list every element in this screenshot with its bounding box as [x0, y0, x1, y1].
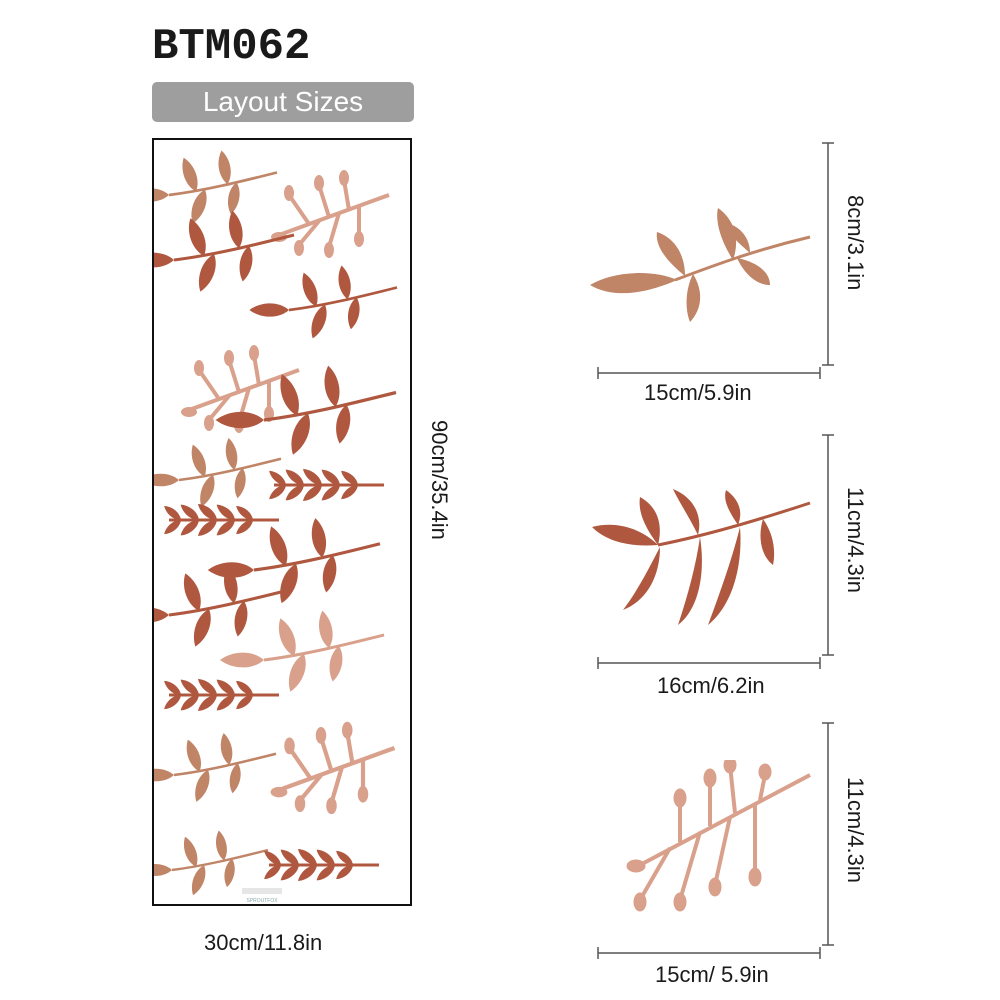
item-3-height-label: 11cm/4.3in	[843, 777, 868, 883]
berry-sprig-figure	[626, 760, 811, 912]
layout-sizes-badge: Layout Sizes	[152, 82, 414, 122]
brand-mark: SPROUTFOX	[246, 898, 278, 904]
item-2-height-label: 11cm/4.3in	[843, 487, 868, 593]
item-2-width-label: 16cm/6.2in	[657, 673, 765, 698]
item-1-width-label: 15cm/5.9in	[644, 380, 752, 405]
leaf-sprig-2-figure	[592, 489, 811, 625]
sheet-width-label: 30cm/11.8in	[204, 930, 323, 955]
sheet-leaves-artwork: SPROUTFOX	[154, 140, 410, 904]
decal-sheet-preview: SPROUTFOX	[152, 138, 412, 906]
item-1-height-label: 8cm/3.1in	[843, 195, 868, 291]
product-code-title: BTM062	[152, 22, 311, 72]
leaf-sprig-1-figure	[590, 208, 811, 322]
item-3-width-label: 15cm/ 5.9in	[655, 962, 769, 987]
